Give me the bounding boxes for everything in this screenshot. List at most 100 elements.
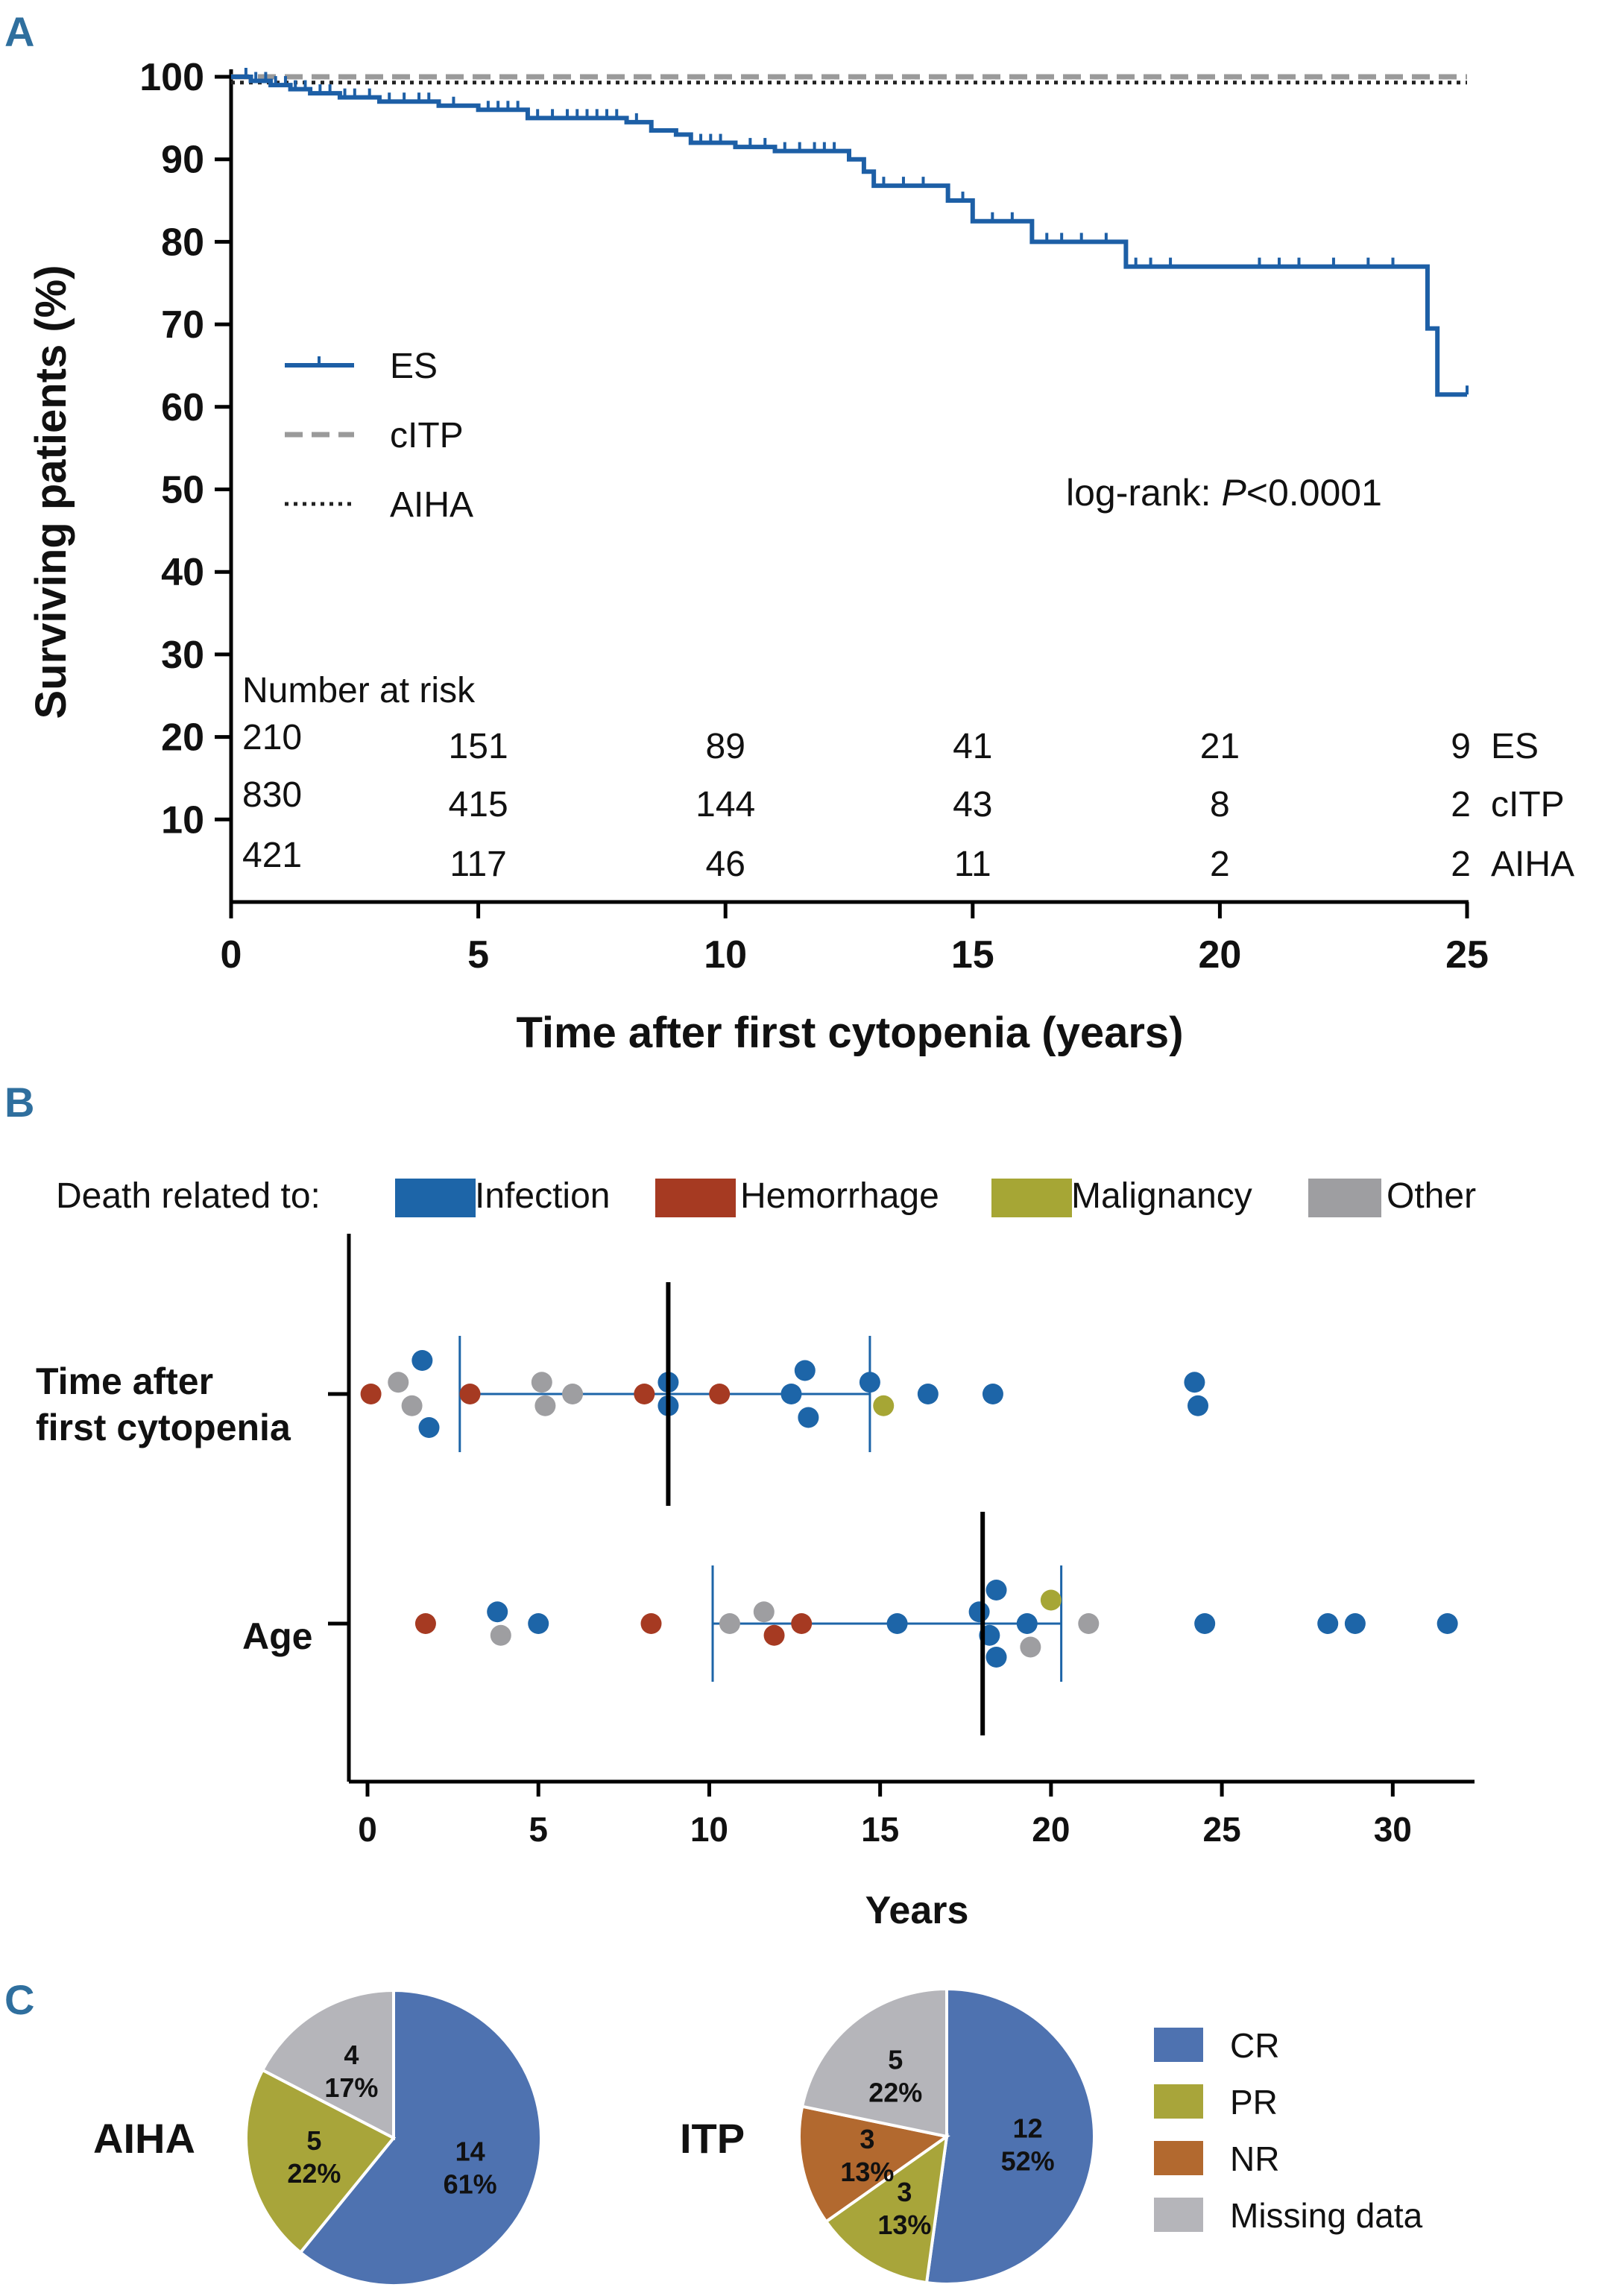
panel-b-xtick-label-30: 30	[1374, 1810, 1412, 1849]
legend-hemorrhage-swatch	[655, 1179, 736, 1217]
risk-aiha-25: 2	[1451, 845, 1471, 884]
panel-b-xtick-label-25: 25	[1203, 1810, 1241, 1849]
point-time-infection-4	[418, 1417, 440, 1438]
panel-a-xlabel: Time after first cytopenia (years)	[516, 1009, 1183, 1057]
panel-label-b: B	[4, 1079, 34, 1126]
risk-aiha-20: 2	[1210, 845, 1230, 884]
legend-citp-label: cITP	[390, 416, 464, 455]
point-age-other-6	[753, 1601, 775, 1623]
point-age-other-17	[1078, 1613, 1100, 1634]
pie-label-pct-itp-cr: 52%	[1001, 2145, 1055, 2176]
point-time-infection-15	[798, 1407, 819, 1428]
point-time-infection-21	[1188, 1395, 1209, 1416]
logrank-annotation: log-rank: P<0.0001	[1066, 472, 1382, 514]
point-age-malignancy-16	[1040, 1589, 1062, 1611]
row-label-age: Age	[242, 1615, 312, 1657]
row-label-time-line2: first cytopenia	[36, 1407, 291, 1448]
point-age-hemorrhage-0	[414, 1613, 436, 1634]
panel-a-xtick-label-0: 0	[221, 933, 242, 977]
panel-a-xtick-label-5: 5	[467, 933, 489, 977]
legend-pr-swatch	[1154, 2084, 1203, 2119]
risk-es-20: 21	[1200, 727, 1240, 766]
risk-citp-15: 43	[953, 785, 992, 824]
risk-citp-20: 8	[1210, 785, 1230, 824]
pie-slice-itp-nr	[798, 2104, 950, 2224]
pie-slice-itp-pr	[824, 2133, 949, 2285]
risk-es-5: 151	[449, 727, 508, 766]
panel-a-legend: ES cITP AIHA	[285, 347, 473, 525]
point-time-other-6	[531, 1372, 552, 1393]
point-age-infection-21	[1436, 1613, 1458, 1634]
panel-a-xtick-label-25: 25	[1445, 933, 1489, 977]
row-label-time-line1: Time after	[36, 1360, 213, 1402]
panel-a-ytick-label-70: 70	[161, 303, 204, 347]
point-age-infection-20	[1344, 1613, 1366, 1634]
point-age-other-15	[1020, 1636, 1041, 1658]
risk-es-25: 9	[1451, 727, 1471, 766]
pie-label-pct-itp-pr: 13%	[877, 2210, 931, 2240]
panel-a-xtick-label-15: 15	[951, 933, 994, 977]
panel-a-ytick-label-20: 20	[161, 716, 204, 760]
panel-a-ytick-label-10: 10	[161, 798, 204, 842]
pie-slice-aiha-missing-data	[260, 1988, 395, 2141]
pie-title-itp: ITP	[680, 2115, 745, 2162]
legend-pr-label: PR	[1230, 2083, 1278, 2122]
pie-label-count-itp-nr: 3	[860, 2124, 874, 2154]
risk-citp-25: 2	[1451, 785, 1471, 824]
pie-label-pct-aiha-pr: 22%	[287, 2158, 341, 2189]
point-time-hemorrhage-9	[634, 1384, 655, 1404]
risk-row-label-citp: cITP	[1491, 785, 1565, 824]
risk-aiha-0: 421	[242, 836, 302, 875]
panel-b-xtick-label-5: 5	[529, 1810, 548, 1849]
point-age-infection-18	[1194, 1613, 1216, 1634]
point-time-hemorrhage-12	[709, 1384, 731, 1404]
panel-a-ytick-label-80: 80	[161, 221, 204, 264]
panel-label-a: A	[4, 8, 34, 55]
risk-table: 210 151 89 41 21 9 ES 830 415 144 43 8 2 cITP 421 117 46…	[242, 718, 1574, 884]
legend-title: Death related to:	[56, 1176, 321, 1216]
point-age-hemorrhage-4	[640, 1613, 662, 1634]
risk-citp-10: 144	[696, 785, 755, 824]
legend-nr-label: NR	[1230, 2139, 1279, 2178]
point-age-hemorrhage-7	[763, 1624, 785, 1646]
pie-label-count-itp-pr: 3	[897, 2177, 912, 2207]
pie-label-pct-aiha-cr: 61%	[444, 2169, 497, 2199]
legend-missing-label: Missing data	[1230, 2196, 1423, 2235]
pie-label-count-itp-cr: 12	[1013, 2113, 1043, 2143]
legend-aiha-label: AIHA	[390, 485, 473, 525]
point-time-infection-16	[859, 1372, 880, 1393]
panel-a-ytick-label-100: 100	[139, 56, 204, 99]
panel-c-legend: CR PR NR Missing data	[1154, 2026, 1423, 2235]
legend-hemorrhage-label: Hemorrhage	[740, 1176, 939, 1216]
point-time-other-8	[562, 1384, 584, 1404]
point-age-hemorrhage-8	[791, 1613, 813, 1634]
legend-missing-swatch	[1154, 2198, 1203, 2232]
point-age-infection-1	[487, 1601, 508, 1623]
legend-cr-swatch	[1154, 2028, 1203, 2062]
pie-label-pct-itp-nr: 13%	[840, 2157, 894, 2187]
pie-slice-itp-cr	[924, 1987, 1096, 2286]
pie-label-count-aiha-pr: 5	[306, 2125, 321, 2156]
panel-a-ylabel: Surviving patients (%)	[27, 265, 75, 719]
legend-other-swatch	[1308, 1179, 1381, 1217]
point-age-infection-14	[1016, 1613, 1038, 1634]
point-age-infection-3	[528, 1613, 549, 1634]
panel-a-ytick-label-40: 40	[161, 551, 204, 594]
legend-other-label: Other	[1387, 1176, 1476, 1216]
risk-es-10: 89	[706, 727, 745, 766]
panel-b-xtick-label-20: 20	[1032, 1810, 1070, 1849]
pie-label-count-aiha-missing-data: 4	[344, 2040, 359, 2070]
point-time-infection-20	[1184, 1372, 1205, 1393]
risk-table-title: Number at risk	[242, 671, 476, 710]
point-age-infection-10	[968, 1601, 990, 1623]
point-time-other-2	[401, 1395, 423, 1416]
panel-a-ytick-label-60: 60	[161, 386, 204, 429]
pie-label-count-aiha-cr: 14	[455, 2136, 485, 2166]
legend-es-label: ES	[390, 347, 438, 386]
pie-slice-aiha-cr	[298, 1988, 543, 2287]
pie-slice-itp-missing-data	[800, 1987, 948, 2139]
point-time-infection-19	[982, 1384, 1003, 1404]
panel-a-ytick-label-90: 90	[161, 139, 204, 182]
risk-citp-5: 415	[449, 785, 508, 824]
panel-a-xtick-label-10: 10	[704, 933, 747, 977]
